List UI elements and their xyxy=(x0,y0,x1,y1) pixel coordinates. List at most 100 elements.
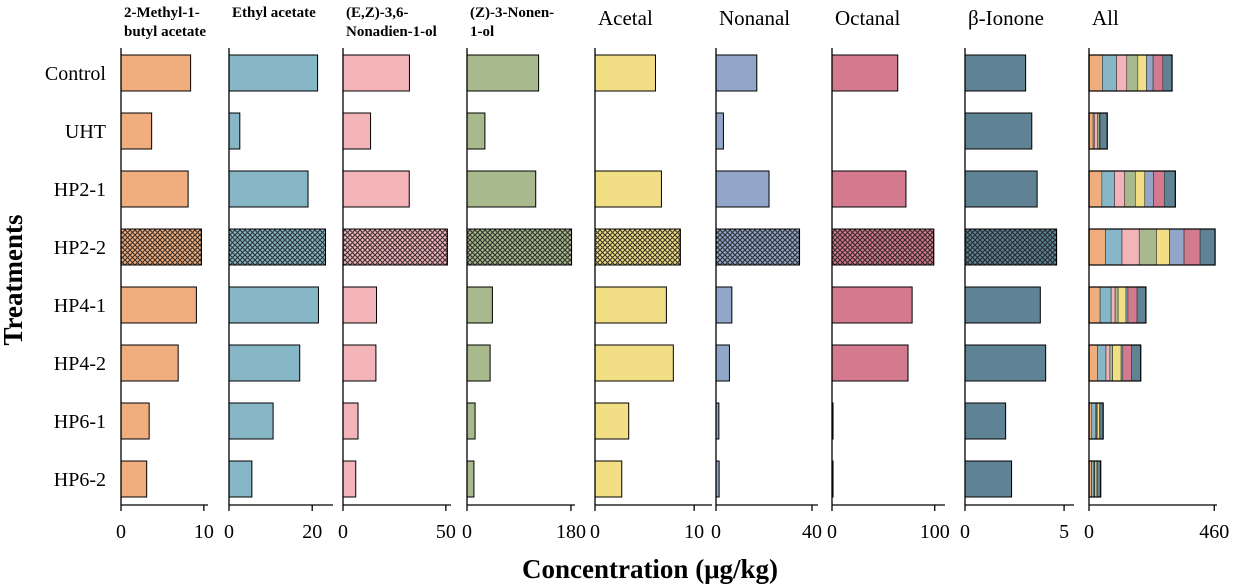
panel-title-line-2-methyl-1-butyl-acetate-1: 2-Methyl-1- xyxy=(124,5,200,21)
bar-all-control-segment-8 xyxy=(1162,54,1173,92)
panel-title-2-methyl-1-butyl-acetate: 2-Methyl-1- butyl acetate xyxy=(124,5,206,40)
panel-title-acetal: Acetal xyxy=(598,6,653,30)
bar-e-z-3-6-nonadien-1-ol-hp6-2 xyxy=(342,460,357,498)
x-tick-label-e-z-3-6-nonadien-1-ol-start: 0 xyxy=(338,521,348,543)
bar-2-methyl-1-butyl-acetate-hp2-1 xyxy=(120,170,189,208)
x-tick-label-ionone-start: 0 xyxy=(960,521,970,543)
x-tick-label-ethyl-acetate-start: 0 xyxy=(224,521,234,543)
bar-acetal-hp4-2 xyxy=(594,344,674,382)
bar-all-hp4-1-segment-5 xyxy=(1117,286,1127,324)
y-axis-title: Treatments xyxy=(0,215,28,346)
bar-e-z-3-6-nonadien-1-ol-uht xyxy=(342,112,372,150)
x-tick-label-all-end: 460 xyxy=(1199,521,1229,543)
bar-hatch-nonanal-hp2-2 xyxy=(715,228,801,266)
bar-all-hp2-1-segment-2 xyxy=(1101,170,1115,208)
bar-acetal-control xyxy=(594,54,656,92)
panel-title-line-ethyl-acetate-1: Ethyl acetate xyxy=(232,5,316,21)
bar-all-hp2-2-segment-6 xyxy=(1169,228,1185,266)
bar-all-hp6-1-segment-5 xyxy=(1096,402,1100,440)
panel-title-z-3-nonen-1-ol: (Z)-3-Nonen- 1-ol xyxy=(470,5,554,40)
x-tick-label-nonanal-start: 0 xyxy=(711,521,721,543)
panel-title-line-octanal-1: Octanal xyxy=(835,6,900,30)
panel-title-e-z-3-6-nonadien-1-ol: (E,Z)-3,6- Nonadien-1-ol xyxy=(346,5,437,40)
bar-acetal-hp6-2 xyxy=(594,460,623,498)
bar-all-hp2-2-segment-2 xyxy=(1105,228,1123,266)
bar-all-control-segment-5 xyxy=(1137,54,1147,92)
bar-all-control-segment-3 xyxy=(1116,54,1128,92)
bar-nonanal-hp4-2 xyxy=(715,344,730,382)
bar-all-hp4-1-segment-3 xyxy=(1110,286,1116,324)
bar-all-uht-segment-3 xyxy=(1094,112,1098,150)
bar-all-hp2-1-segment-3 xyxy=(1114,170,1126,208)
category-label-hp6-1: HP6-1 xyxy=(54,411,106,433)
bar-all-hp4-2-segment-2 xyxy=(1097,344,1107,382)
bar-all-control-segment-1 xyxy=(1088,54,1103,92)
category-label-hp4-2: HP4-2 xyxy=(54,353,106,375)
bar-all-control-segment-2 xyxy=(1102,54,1117,92)
panel-title-line-acetal-1: Acetal xyxy=(598,6,653,30)
bar-nonanal-uht xyxy=(715,112,724,150)
bar-hatch-ionone-hp2-2 xyxy=(964,228,1058,266)
bar-all-hp4-2-segment-7 xyxy=(1122,344,1132,382)
bar-all-hp2-2-segment-4 xyxy=(1138,228,1157,266)
text-layer: Control UHT HP2-1 HP2-2 HP4-1 HP4-2 HP6-1 HP6-2… xyxy=(45,5,1229,543)
bar-ionone-control xyxy=(964,54,1027,92)
panel-title-nonanal: Nonanal xyxy=(719,6,790,30)
bar-hatch-acetal-hp2-2 xyxy=(594,228,681,266)
bar-all-hp2-2-segment-7 xyxy=(1183,228,1201,266)
bar-z-3-nonen-1-ol-hp2-1 xyxy=(466,170,537,208)
bar-all-hp4-2-segment-8 xyxy=(1131,344,1142,382)
bar-acetal-hp4-1 xyxy=(594,286,667,324)
bar-hatch-z-3-nonen-1-ol-hp2-2 xyxy=(466,228,573,266)
panel-title-line-2-methyl-1-butyl-acetate-2: butyl acetate xyxy=(124,24,206,40)
panel-title-line-e-z-3-6-nonadien-1-ol-1: (E,Z)-3,6- xyxy=(346,5,409,21)
bar-all-hp4-1-segment-1 xyxy=(1088,286,1101,324)
x-tick-label-octanal-end: 100 xyxy=(920,521,950,543)
x-tick-label-2-methyl-1-butyl-acetate-start: 0 xyxy=(116,521,126,543)
bar-octanal-hp4-1 xyxy=(831,286,913,324)
category-label-hp2-1: HP2-1 xyxy=(54,179,106,201)
bar-z-3-nonen-1-ol-uht xyxy=(466,112,486,150)
bar-ionone-hp4-1 xyxy=(964,286,1041,324)
bar-2-methyl-1-butyl-acetate-hp4-2 xyxy=(120,344,179,382)
bar-e-z-3-6-nonadien-1-ol-control xyxy=(342,54,410,92)
panel-title-line-all-1: All xyxy=(1092,6,1119,30)
bar-nonanal-control xyxy=(715,54,758,92)
panel-title-line-z-3-nonen-1-ol-2: 1-ol xyxy=(470,24,494,40)
x-tick-label-octanal-start: 0 xyxy=(827,521,837,543)
bar-hatch-octanal-hp2-2 xyxy=(831,228,935,266)
bar-all-hp4-1-segment-8 xyxy=(1136,286,1147,324)
bar-all-hp4-1-segment-4 xyxy=(1114,286,1119,324)
bar-all-hp4-2-segment-1 xyxy=(1088,344,1098,382)
bar-hatch-e-z-3-6-nonadien-1-ol-hp2-2 xyxy=(342,228,448,266)
bar-e-z-3-6-nonadien-1-ol-hp6-1 xyxy=(342,402,359,440)
bar-e-z-3-6-nonadien-1-ol-hp4-2 xyxy=(342,344,377,382)
bar-all-hp4-2-segment-5 xyxy=(1112,344,1122,382)
bar-ethyl-acetate-hp2-1 xyxy=(228,170,309,208)
bar-ethyl-acetate-hp4-2 xyxy=(228,344,301,382)
bar-e-z-3-6-nonadien-1-ol-hp2-1 xyxy=(342,170,410,208)
bar-all-hp2-1-segment-6 xyxy=(1144,170,1154,208)
bar-ionone-hp6-1 xyxy=(964,402,1007,440)
bar-all-hp2-2-segment-1 xyxy=(1088,228,1106,266)
bar-acetal-hp2-1 xyxy=(594,170,662,208)
bar-nonanal-hp4-1 xyxy=(715,286,733,324)
bar-2-methyl-1-butyl-acetate-hp6-2 xyxy=(120,460,148,498)
bar-all-hp2-1-segment-1 xyxy=(1088,170,1103,208)
bar-z-3-nonen-1-ol-hp4-2 xyxy=(466,344,491,382)
bar-all-hp4-1-segment-2 xyxy=(1099,286,1112,324)
category-label-hp4-1: HP4-1 xyxy=(54,295,106,317)
bar-all-hp2-1-segment-4 xyxy=(1124,170,1136,208)
panel-title-ethyl-acetate: Ethyl acetate xyxy=(232,5,316,21)
bar-ethyl-acetate-hp4-1 xyxy=(228,286,319,324)
panel-title-line-z-3-nonen-1-ol-1: (Z)-3-Nonen- xyxy=(470,5,554,21)
bar-all-hp4-2-segment-4 xyxy=(1109,344,1113,382)
panel-title-ionone: β-Ionone xyxy=(968,6,1044,30)
x-tick-label-z-3-nonen-1-ol-end: 180 xyxy=(556,521,586,543)
x-tick-label-nonanal-end: 40 xyxy=(802,521,822,543)
bar-ionone-hp6-2 xyxy=(964,460,1013,498)
x-tick-label-all-start: 0 xyxy=(1084,521,1094,543)
bar-2-methyl-1-butyl-acetate-control xyxy=(120,54,192,92)
